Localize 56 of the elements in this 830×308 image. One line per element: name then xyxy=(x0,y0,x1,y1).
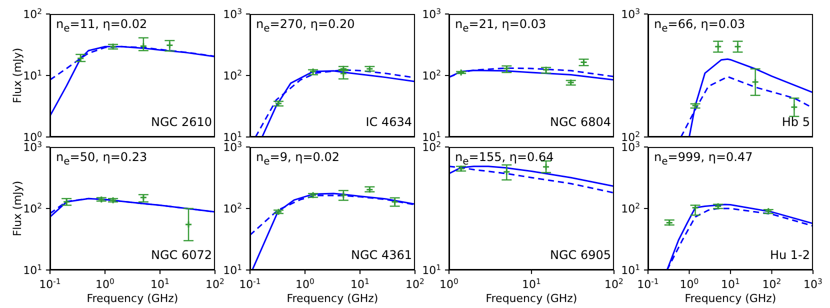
y-axis-title: Flux (mJy) xyxy=(10,48,24,104)
annotation: Hu 1-2 xyxy=(770,248,810,262)
y-tick-label: 10$^{2}$ xyxy=(223,201,242,216)
annotation: NGC 6905 xyxy=(550,248,611,262)
annotation: NGC 4361 xyxy=(350,248,412,262)
y-tick-label: 10$^{3}$ xyxy=(621,6,640,21)
x-axis-title: Frequency (GHz) xyxy=(684,292,776,305)
y-tick-label: 10$^{3}$ xyxy=(422,6,442,21)
y-tick-label: 10$^{2}$ xyxy=(621,201,640,216)
annotation: n$_{e}$=66, η=0.03 xyxy=(654,17,746,34)
x-tick-label: 10$^{1}$ xyxy=(721,276,740,291)
annotation: NGC 2610 xyxy=(150,115,212,129)
x-tick-label: 10$^{0}$ xyxy=(296,276,315,291)
x-tick-label: 10$^{0}$ xyxy=(96,276,115,291)
y-tick-label: 10$^{2}$ xyxy=(422,68,442,82)
x-tick-label: 10$^{-1}$ xyxy=(239,276,261,291)
x-tick-label: 10$^{2}$ xyxy=(206,276,225,291)
annotation: n$_{e}$=9, η=0.02 xyxy=(256,150,340,168)
y-tick-label: 10$^{3}$ xyxy=(621,140,640,154)
y-tick-label: 10$^{1}$ xyxy=(422,262,442,277)
y-tick-label: 10$^{3}$ xyxy=(223,6,242,21)
x-tick-label: 10$^{0}$ xyxy=(680,276,699,291)
annotation: n$_{e}$=155, η=0.64 xyxy=(455,150,554,168)
annotation: Hb 5 xyxy=(782,115,810,129)
x-tick-label: 10$^{2}$ xyxy=(604,276,624,291)
x-tick-label: 10$^{1}$ xyxy=(522,276,542,291)
x-tick-label: 10$^{1}$ xyxy=(150,276,170,291)
y-tick-label: 10$^{2}$ xyxy=(23,201,42,216)
annotation: n$_{e}$=270, η=0.20 xyxy=(256,17,355,34)
x-tick-label: 10$^{-1}$ xyxy=(39,276,61,291)
y-tick-label: 10$^{1}$ xyxy=(23,262,42,277)
annotation: n$_{e}$=21, η=0.03 xyxy=(455,17,546,34)
annotation: NGC 6804 xyxy=(550,115,611,129)
y-tick-label: 10$^{1}$ xyxy=(621,262,640,277)
annotation: n$_{e}$=11, η=0.02 xyxy=(56,17,148,34)
annotation: n$_{e}$=999, η=0.47 xyxy=(654,150,753,168)
annotation: IC 4634 xyxy=(366,115,412,129)
x-tick-label: 10$^{0}$ xyxy=(440,276,459,291)
x-tick-label: 10$^{3}$ xyxy=(804,276,823,291)
x-axis-title: Frequency (GHz) xyxy=(486,292,578,305)
x-axis-title: Frequency (GHz) xyxy=(286,292,378,305)
annotation: n$_{e}$=50, η=0.23 xyxy=(56,150,148,168)
x-tick-label: 10$^{1}$ xyxy=(350,276,370,291)
annotation: NGC 6072 xyxy=(150,248,212,262)
x-tick-label: 10$^{-1}$ xyxy=(637,276,659,291)
y-tick-label: 10$^{1}$ xyxy=(23,68,42,82)
y-axis-title: Flux (mJy) xyxy=(10,180,24,236)
y-tick-label: 10$^{2}$ xyxy=(23,6,42,21)
x-axis-title: Frequency (GHz) xyxy=(86,292,178,305)
y-tick-label: 10$^{1}$ xyxy=(223,262,242,277)
x-tick-label: 10$^{2}$ xyxy=(762,276,782,291)
y-tick-label: 10$^{2}$ xyxy=(422,140,442,154)
y-tick-label: 10$^{2}$ xyxy=(223,68,242,82)
y-tick-label: 10$^{3}$ xyxy=(23,140,42,154)
y-tick-label: 10$^{3}$ xyxy=(223,140,242,154)
x-tick-label: 10$^{2}$ xyxy=(406,276,425,291)
